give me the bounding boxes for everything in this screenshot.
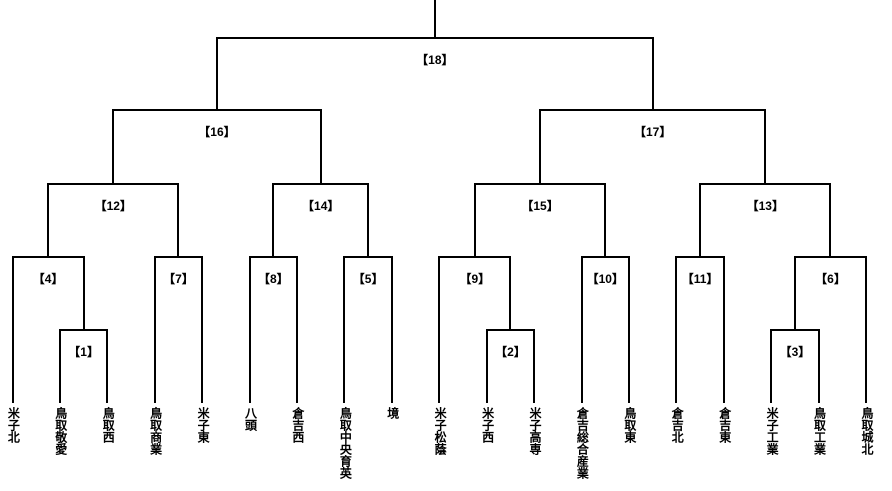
match-15-left-leg <box>473 184 476 258</box>
match-label-11: 【11】 <box>681 272 719 286</box>
match-8-left-leg <box>248 257 251 403</box>
match-label-9: 【9】 <box>459 272 491 286</box>
match-13-left-leg <box>699 184 702 258</box>
match-18-left-leg <box>215 38 218 111</box>
team-name-16: 米子工業 <box>765 407 780 455</box>
match-label-16: 【16】 <box>198 125 236 139</box>
match-12-right-leg <box>177 184 180 258</box>
match-label-1: 【1】 <box>68 345 99 359</box>
team-name-17: 鳥取工業 <box>812 407 827 455</box>
match-5-right-leg <box>390 257 393 403</box>
match-label-2: 【2】 <box>495 345 526 359</box>
team-name-10: 米子西 <box>480 407 495 443</box>
match-7-right-leg <box>201 257 204 403</box>
match-11-left-leg <box>675 257 678 403</box>
match-label-3: 【3】 <box>779 345 811 359</box>
team-name-11: 米子高専 <box>528 407 543 455</box>
champion-line <box>433 0 436 39</box>
match-14-left-leg <box>272 184 275 258</box>
match-6-right-leg <box>865 257 868 403</box>
match-1-left-leg <box>58 330 61 403</box>
match-14-right-leg <box>367 184 370 258</box>
match-label-7: 【7】 <box>163 272 194 286</box>
match-10-left-leg <box>580 257 583 403</box>
match-15-right-leg <box>604 184 607 258</box>
match-label-12: 【12】 <box>94 199 132 213</box>
match-4-right-leg <box>82 257 85 331</box>
match-5-left-leg <box>343 257 346 403</box>
team-name-5: 八頭 <box>243 407 258 431</box>
match-label-18: 【18】 <box>416 53 454 67</box>
match-label-6: 【6】 <box>815 272 846 286</box>
team-name-14: 倉吉北 <box>670 407 685 443</box>
match-9-right-leg <box>509 257 512 331</box>
match-3-right-leg <box>817 330 820 403</box>
match-label-15: 【15】 <box>521 199 559 213</box>
team-name-8: 境 <box>385 407 400 419</box>
match-13-right-leg <box>829 184 832 258</box>
team-name-15: 倉吉東 <box>717 407 732 443</box>
match-8-right-leg <box>296 257 299 403</box>
match-17-right-leg <box>764 110 767 185</box>
match-17-left-leg <box>539 110 542 185</box>
match-label-8: 【8】 <box>257 272 289 286</box>
team-name-3: 鳥取商業 <box>148 407 163 455</box>
match-16-left-leg <box>112 110 115 185</box>
match-18-right-leg <box>651 38 654 111</box>
match-label-14: 【14】 <box>302 199 340 213</box>
team-name-12: 倉吉総合産業 <box>575 407 590 479</box>
match-11-right-leg <box>722 257 725 403</box>
match-16-right-leg <box>319 110 322 185</box>
team-name-7: 鳥取中央育英 <box>338 407 353 479</box>
match-2-left-leg <box>485 330 488 403</box>
match-6-left-leg <box>793 257 796 331</box>
team-name-2: 鳥取西 <box>101 407 116 443</box>
match-3-left-leg <box>770 330 773 403</box>
match-4-left-leg <box>11 257 14 403</box>
team-name-9: 米子松蔭 <box>433 407 448 455</box>
team-name-1: 鳥取敬愛 <box>53 407 68 455</box>
match-10-right-leg <box>627 257 630 403</box>
match-12-left-leg <box>47 184 50 258</box>
match-2-right-leg <box>533 330 536 403</box>
match-7-left-leg <box>153 257 156 403</box>
team-name-13: 鳥取東 <box>622 407 637 443</box>
team-name-4: 米子東 <box>196 407 211 443</box>
team-name-18: 鳥取城北 <box>859 407 874 455</box>
match-1-right-leg <box>106 330 109 403</box>
match-label-5: 【5】 <box>352 272 384 286</box>
team-name-0: 米子北 <box>6 407 21 443</box>
match-label-10: 【10】 <box>586 272 624 286</box>
match-label-17: 【17】 <box>633 125 672 139</box>
match-9-left-leg <box>438 257 441 403</box>
team-name-6: 倉吉西 <box>290 407 305 443</box>
match-label-13: 【13】 <box>746 199 784 213</box>
match-label-4: 【4】 <box>32 272 64 286</box>
